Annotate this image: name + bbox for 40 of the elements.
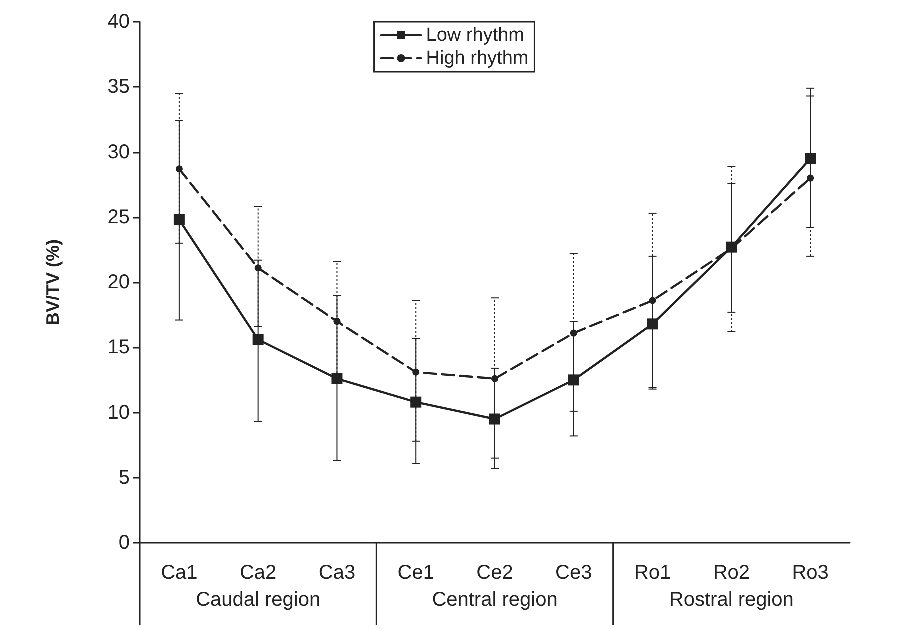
point: [647, 318, 658, 330]
x-tick-label: Ro3: [792, 562, 829, 584]
y-tick-label: 15: [108, 336, 130, 359]
x-tick-label: Ce2: [476, 562, 514, 584]
y-tick-label: 10: [108, 402, 130, 424]
point: [568, 374, 580, 386]
point: [332, 373, 343, 384]
legend-label: Low rhythm: [426, 25, 524, 46]
x-tick-label: Ca3: [318, 562, 356, 584]
y-axis-title: BV/TV (%): [43, 239, 63, 326]
point: [254, 264, 262, 272]
point: [807, 174, 814, 182]
point: [570, 330, 578, 337]
point: [490, 414, 500, 425]
point: [805, 153, 816, 164]
point: [412, 368, 420, 376]
y-tick-label: 0: [118, 532, 130, 554]
x-tick-label: Ro1: [634, 562, 672, 584]
point: [649, 297, 656, 304]
point: [492, 375, 498, 382]
point: [252, 334, 264, 346]
point: [410, 396, 422, 408]
text: Caudal region: [196, 589, 321, 611]
point: [334, 318, 341, 326]
x-tick-label: Ca1: [161, 562, 198, 584]
text: Rostral region: [669, 589, 794, 611]
point: [176, 166, 183, 173]
x-tick-label: Ce1: [398, 562, 434, 584]
text: Central region: [432, 589, 558, 611]
x-tick-label: Ce3: [556, 562, 592, 584]
y-tick-label: 35: [108, 76, 130, 98]
y-tick-label: 25: [108, 206, 130, 228]
y-tick-label: 20: [108, 272, 130, 294]
x-tick-label: Ro2: [713, 562, 750, 584]
point: [174, 214, 185, 226]
y-tick-label: 5: [118, 466, 130, 489]
y-tick-label: 30: [108, 141, 130, 164]
legend-label: High rhythm: [426, 48, 529, 69]
x-tick-label: Ca2: [240, 562, 277, 584]
y-tick-label: 40: [108, 11, 130, 33]
